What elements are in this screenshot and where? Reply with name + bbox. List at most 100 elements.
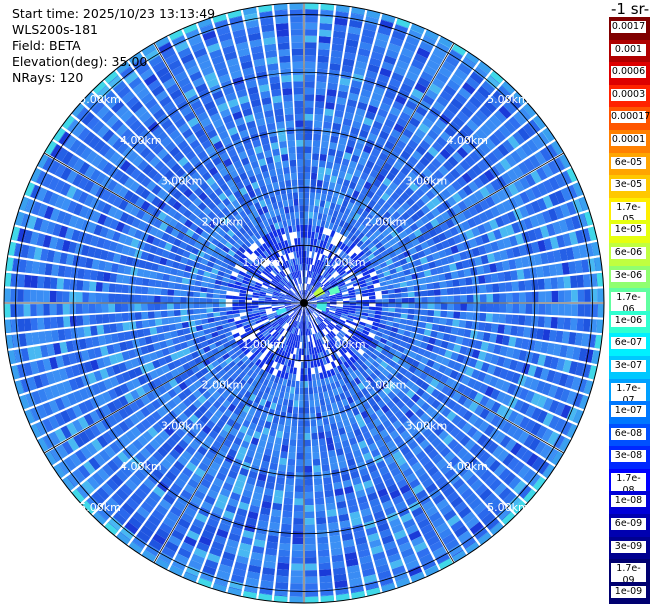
data-gate — [502, 357, 512, 369]
data-gate — [162, 324, 170, 333]
data-gate — [431, 141, 444, 153]
data-gate — [378, 390, 387, 399]
data-gate — [530, 422, 542, 436]
data-gate — [341, 439, 350, 448]
data-gate — [382, 211, 392, 220]
data-gate — [529, 378, 540, 391]
data-gate — [311, 313, 317, 319]
data-gate — [555, 263, 564, 276]
data-gate — [148, 279, 156, 287]
data-gate — [371, 325, 379, 331]
data-gate — [325, 316, 333, 321]
data-gate — [333, 367, 340, 375]
data-gate — [401, 263, 410, 271]
data-gate — [422, 263, 430, 271]
data-gate — [408, 440, 419, 451]
data-gate — [328, 309, 336, 313]
data-gate — [288, 445, 296, 453]
data-gate — [411, 506, 424, 518]
data-gate — [414, 309, 422, 315]
data-gate — [369, 225, 378, 234]
data-gate — [141, 278, 150, 287]
data-gate — [292, 354, 296, 361]
data-gate — [338, 137, 348, 146]
data-gate — [336, 357, 343, 365]
data-gate — [483, 424, 495, 437]
data-gate — [384, 409, 394, 419]
data-gate — [528, 154, 541, 169]
data-gate — [375, 299, 383, 303]
data-gate — [365, 384, 374, 393]
data-gate — [308, 328, 311, 336]
data-gate — [406, 207, 416, 217]
data-gate — [77, 327, 85, 338]
data-gate — [199, 303, 207, 309]
data-gate — [319, 153, 327, 162]
data-gate — [369, 57, 382, 67]
data-gate — [374, 114, 386, 124]
data-gate — [281, 405, 288, 413]
data-gate — [527, 339, 536, 351]
data-gate — [285, 478, 295, 486]
data-gate — [296, 308, 301, 314]
data-gate — [406, 280, 414, 287]
data-gate — [306, 283, 308, 291]
data-gate — [388, 414, 398, 424]
data-gate — [356, 240, 364, 248]
data-gate — [154, 280, 163, 288]
data-gate — [342, 118, 353, 127]
data-gate — [304, 459, 312, 467]
data-gate — [333, 162, 341, 171]
data-gate — [238, 303, 246, 307]
data-gate — [427, 309, 435, 317]
data-gate — [348, 504, 359, 514]
data-gate — [23, 304, 31, 317]
data-gate — [318, 562, 331, 570]
data-gate — [346, 232, 354, 240]
data-gate — [308, 341, 311, 349]
data-gate — [385, 546, 399, 557]
data-gate — [212, 298, 220, 303]
data-gate — [346, 317, 354, 322]
data-gate — [348, 210, 356, 219]
data-gate — [322, 280, 329, 286]
data-gate — [425, 385, 435, 395]
data-gate — [321, 365, 326, 373]
data-gate — [331, 196, 338, 204]
data-gate — [374, 38, 388, 49]
data-gate — [301, 309, 303, 316]
data-gate — [575, 362, 585, 377]
data-gate — [307, 308, 312, 314]
data-gate — [340, 363, 347, 371]
data-gate — [405, 380, 415, 389]
data-gate — [407, 291, 415, 298]
data-gate — [330, 541, 342, 550]
data-gate — [88, 292, 96, 303]
data-gate — [431, 158, 442, 169]
data-gate — [75, 291, 83, 303]
data-gate — [169, 505, 183, 518]
data-gate — [347, 349, 355, 357]
data-gate — [272, 502, 283, 511]
data-gate — [335, 293, 343, 297]
data-gate — [351, 175, 360, 184]
data-gate — [200, 313, 208, 319]
data-gate — [500, 380, 511, 393]
data-gate — [207, 317, 215, 323]
data-gate — [115, 313, 123, 323]
data-gate — [431, 323, 440, 331]
data-gate — [578, 244, 588, 259]
data-gate — [291, 380, 296, 388]
data-gate — [360, 425, 369, 434]
data-gate — [134, 303, 142, 312]
data-gate — [448, 138, 461, 151]
data-gate — [310, 185, 316, 193]
data-gate — [353, 212, 361, 221]
data-gate — [474, 109, 488, 123]
data-gate — [357, 276, 365, 282]
data-gate — [239, 309, 246, 313]
data-gate — [461, 337, 470, 347]
data-gate — [327, 275, 333, 282]
data-gate — [238, 446, 248, 455]
data-gate — [519, 402, 530, 415]
